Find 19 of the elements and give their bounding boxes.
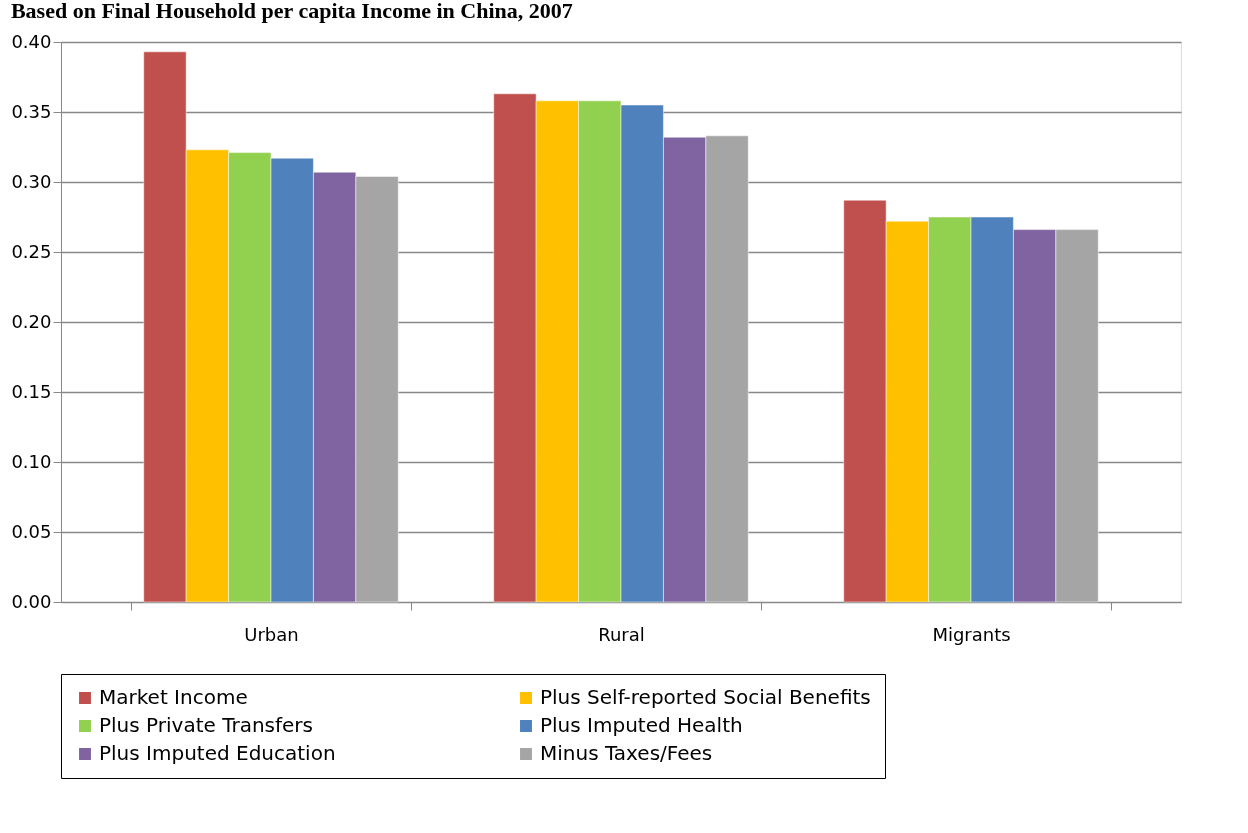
legend-label: Plus Self-reported Social Benefits (540, 685, 871, 709)
x-tick-label: Rural (598, 623, 645, 645)
legend-label: Plus Imputed Health (540, 713, 743, 737)
y-tick-label: 0.30 (11, 170, 52, 192)
legend-label: Minus Taxes/Fees (540, 741, 713, 765)
y-tick-label: 0.40 (11, 30, 52, 52)
y-tick-label: 0.05 (11, 520, 52, 542)
chart-title: Based on Final Household per capita Income in China, 2007 (10, 0, 573, 23)
legend-label: Plus Private Transfers (99, 713, 313, 737)
y-tick-label: 0.15 (11, 380, 52, 402)
legend-label: Plus Imputed Education (99, 741, 336, 765)
y-tick-label: 0.20 (11, 310, 52, 332)
y-tick-label: 0.00 (11, 590, 52, 612)
legend-label: Market Income (99, 685, 248, 709)
y-tick-label: 0.10 (11, 450, 52, 472)
y-tick-label: 0.25 (11, 240, 52, 262)
x-tick-label: Urban (244, 623, 299, 645)
x-tick-label: Migrants (932, 623, 1011, 645)
y-tick-label: 0.35 (11, 100, 52, 122)
